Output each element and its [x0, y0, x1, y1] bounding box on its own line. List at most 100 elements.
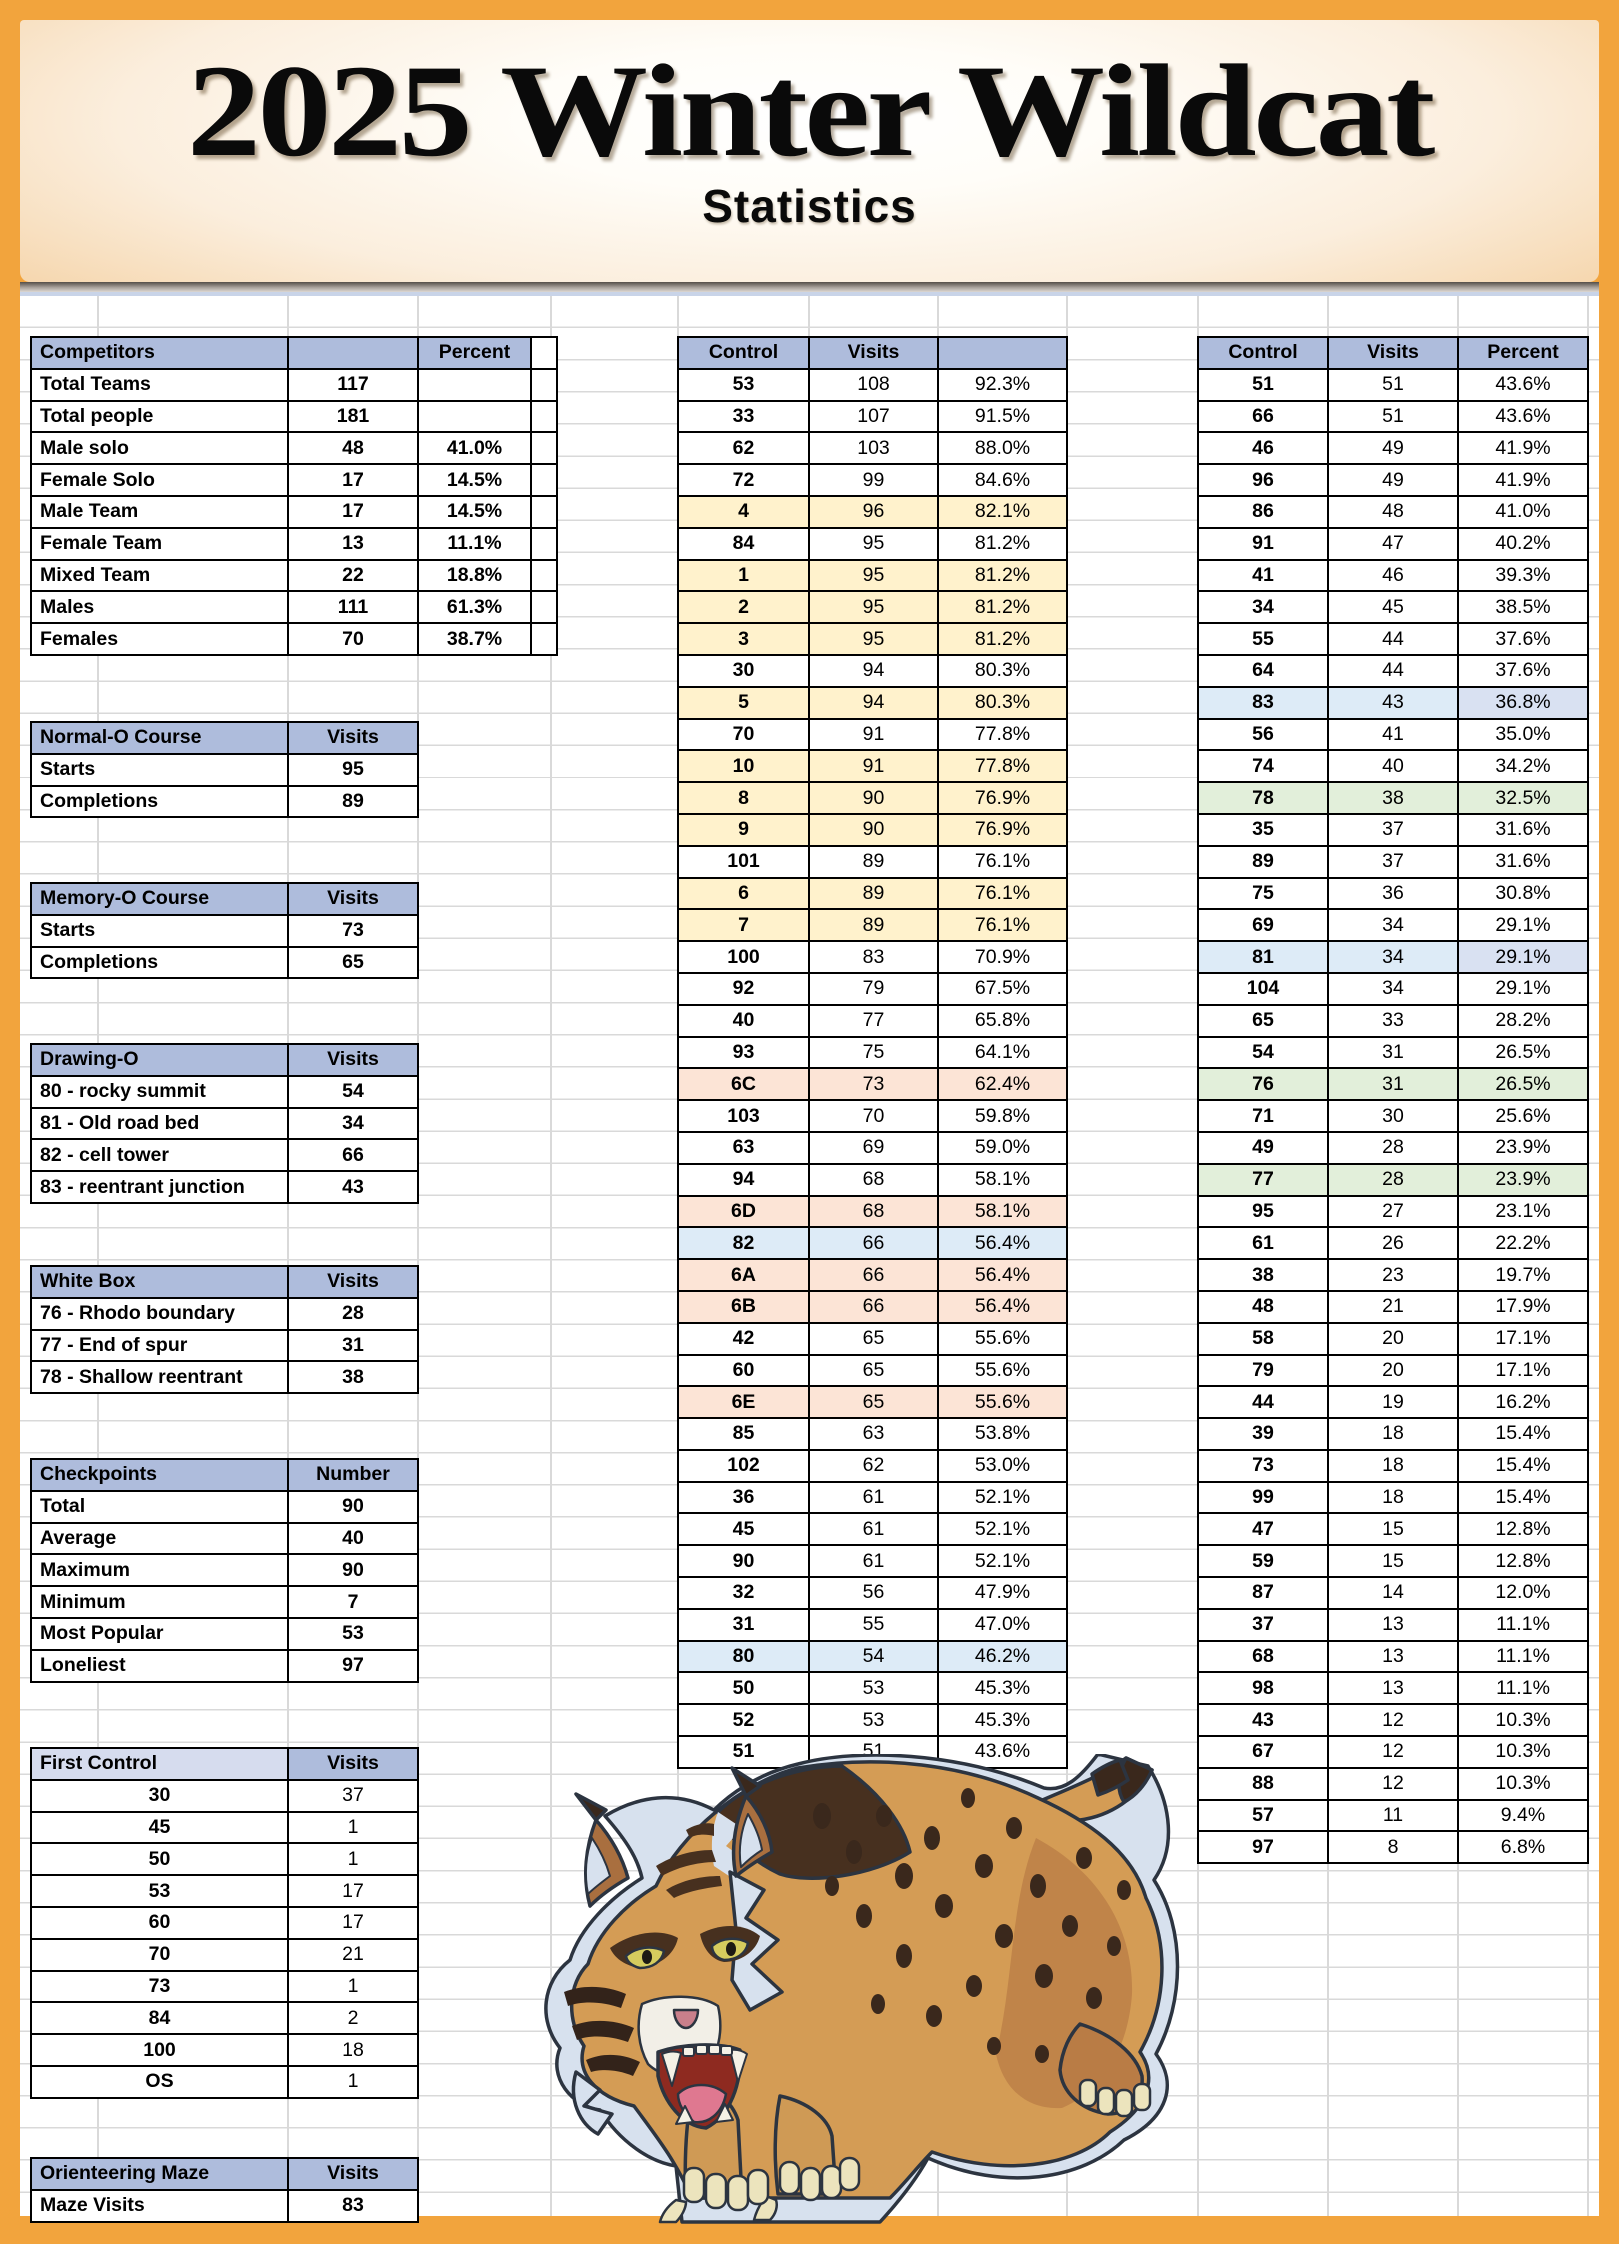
table-row: 67 12 10.3% — [1197, 1735, 1589, 1769]
percent-cell: 53.0% — [937, 1448, 1068, 1483]
value-cell: 1 — [287, 1969, 419, 2004]
control-cell: 72 — [677, 463, 810, 497]
table-row: 76 31 26.5% — [1197, 1067, 1589, 1102]
gridline — [97, 296, 99, 2216]
visits-cell: 11 — [1327, 1798, 1459, 1833]
value-cell: 61.3% — [417, 590, 532, 625]
first_control-table: First Control Visits 30 37 45 1 50 1 53 17 60 17 70 2… — [30, 1747, 419, 2099]
percent-cell: 82.1% — [937, 494, 1068, 529]
table-row: 75 36 30.8% — [1197, 876, 1589, 911]
visits-cell: 33 — [1327, 1003, 1459, 1038]
label-cell: 73 — [30, 1969, 289, 2004]
page-title: 2025 Winter Wildcat — [186, 37, 1435, 184]
percent-cell: 52.1% — [937, 1512, 1068, 1547]
control-cell: 92 — [677, 971, 810, 1006]
percent-cell: 26.5% — [1457, 1067, 1589, 1102]
table-row: 6D 68 58.1% — [677, 1194, 1068, 1229]
table-row: 40 77 65.8% — [677, 1003, 1068, 1038]
percent-cell: 31.6% — [1457, 812, 1589, 847]
table-row: 68 13 11.1% — [1197, 1639, 1589, 1674]
visits-cell: 53 — [808, 1671, 939, 1706]
percent-cell: 45.3% — [937, 1703, 1068, 1738]
percent-cell: 65.8% — [937, 1003, 1068, 1038]
table-row: 84 95 81.2% — [677, 526, 1068, 561]
table-row: 58 20 17.1% — [1197, 1321, 1589, 1356]
value-cell: 38 — [287, 1360, 419, 1395]
table-row: 46 49 41.9% — [1197, 431, 1589, 466]
table-row: 45 1 — [30, 1810, 419, 1845]
table-row: 6C 73 62.4% — [677, 1067, 1068, 1102]
value-cell: 89 — [287, 784, 419, 819]
percent-cell: 77.8% — [937, 749, 1068, 784]
value-cell: 21 — [287, 1937, 419, 1972]
visits-cell: 40 — [1327, 749, 1459, 784]
table-row: 54 31 26.5% — [1197, 1035, 1589, 1070]
control-cell: 69 — [1197, 908, 1329, 943]
visits-cell: 107 — [808, 399, 939, 434]
table-row: 80 54 46.2% — [677, 1639, 1068, 1674]
table-row: 71 30 25.6% — [1197, 1099, 1589, 1133]
visits-cell: 77 — [808, 1003, 939, 1038]
control-cell: 98 — [1197, 1671, 1329, 1706]
table-row: 77 28 23.9% — [1197, 1162, 1589, 1197]
label-cell: 83 - reentrant junction — [30, 1170, 289, 1204]
column-header: Competitors — [30, 336, 289, 370]
label-cell: OS — [30, 2064, 289, 2099]
value-cell — [417, 399, 532, 434]
label-cell: Completions — [30, 784, 289, 819]
percent-cell: 55.6% — [937, 1385, 1068, 1420]
spacer-cell — [530, 622, 558, 656]
table-row: 56 41 35.0% — [1197, 717, 1589, 752]
label-cell: 45 — [30, 1810, 289, 1845]
table-row: Maximum 90 — [30, 1553, 419, 1588]
percent-cell: 23.9% — [1457, 1130, 1589, 1165]
header-row: Memory-O Course Visits — [30, 882, 419, 916]
percent-cell: 19.7% — [1457, 1258, 1589, 1292]
table-row: 82 - cell tower 66 — [30, 1138, 419, 1173]
table-row: 89 37 31.6% — [1197, 844, 1589, 879]
value-cell: 40 — [287, 1521, 419, 1556]
percent-cell: 36.8% — [1457, 685, 1589, 720]
percent-cell: 15.4% — [1457, 1448, 1589, 1483]
visits-cell: 61 — [808, 1544, 939, 1579]
percent-cell: 26.5% — [1457, 1035, 1589, 1070]
value-cell: 22 — [287, 558, 419, 593]
checkpoints-table: Checkpoints Number Total 90 Average 40 Maximum… — [30, 1458, 419, 1683]
percent-cell: 10.3% — [1457, 1766, 1589, 1801]
visits-cell: 66 — [808, 1258, 939, 1292]
control-cell: 82 — [677, 1226, 810, 1261]
control-cell: 35 — [1197, 812, 1329, 847]
mid-control-table: Control Visits 53 108 92.3% 33 107 91.5% 62 103 88… — [677, 336, 1068, 1769]
table-row: 36 61 52.1% — [677, 1480, 1068, 1515]
table-row: 62 103 88.0% — [677, 431, 1068, 466]
control-cell: 50 — [677, 1671, 810, 1706]
visits-cell: 47 — [1327, 526, 1459, 561]
control-cell: 51 — [1197, 367, 1329, 402]
spacer-cell — [530, 526, 558, 561]
page-subtitle: Statistics — [702, 180, 917, 233]
label-cell: 60 — [30, 1905, 289, 1940]
value-cell: 41.0% — [417, 431, 532, 466]
control-cell: 8 — [677, 781, 810, 815]
percent-cell: 15.4% — [1457, 1480, 1589, 1515]
table-row: 42 65 55.6% — [677, 1321, 1068, 1356]
table-row: Total people 181 — [30, 399, 558, 434]
control-cell: 32 — [677, 1576, 810, 1610]
control-cell: 57 — [1197, 1798, 1329, 1833]
value-cell: 90 — [287, 1489, 419, 1524]
label-cell: 30 — [30, 1778, 289, 1813]
label-cell: Females — [30, 622, 289, 656]
value-cell: 37 — [287, 1778, 419, 1813]
label-cell: 84 — [30, 2001, 289, 2036]
value-cell: 28 — [287, 1296, 419, 1331]
banner-shadow — [20, 282, 1599, 292]
banner-underline — [20, 292, 1599, 296]
value-cell: 34 — [287, 1106, 419, 1141]
table-row: Females 70 38.7% — [30, 622, 558, 656]
control-cell: 45 — [677, 1512, 810, 1547]
table-row: 30 37 — [30, 1778, 419, 1813]
percent-cell: 47.9% — [937, 1576, 1068, 1610]
table-row: 82 66 56.4% — [677, 1226, 1068, 1261]
table-row: 69 34 29.1% — [1197, 908, 1589, 943]
label-cell: Female Team — [30, 526, 289, 561]
